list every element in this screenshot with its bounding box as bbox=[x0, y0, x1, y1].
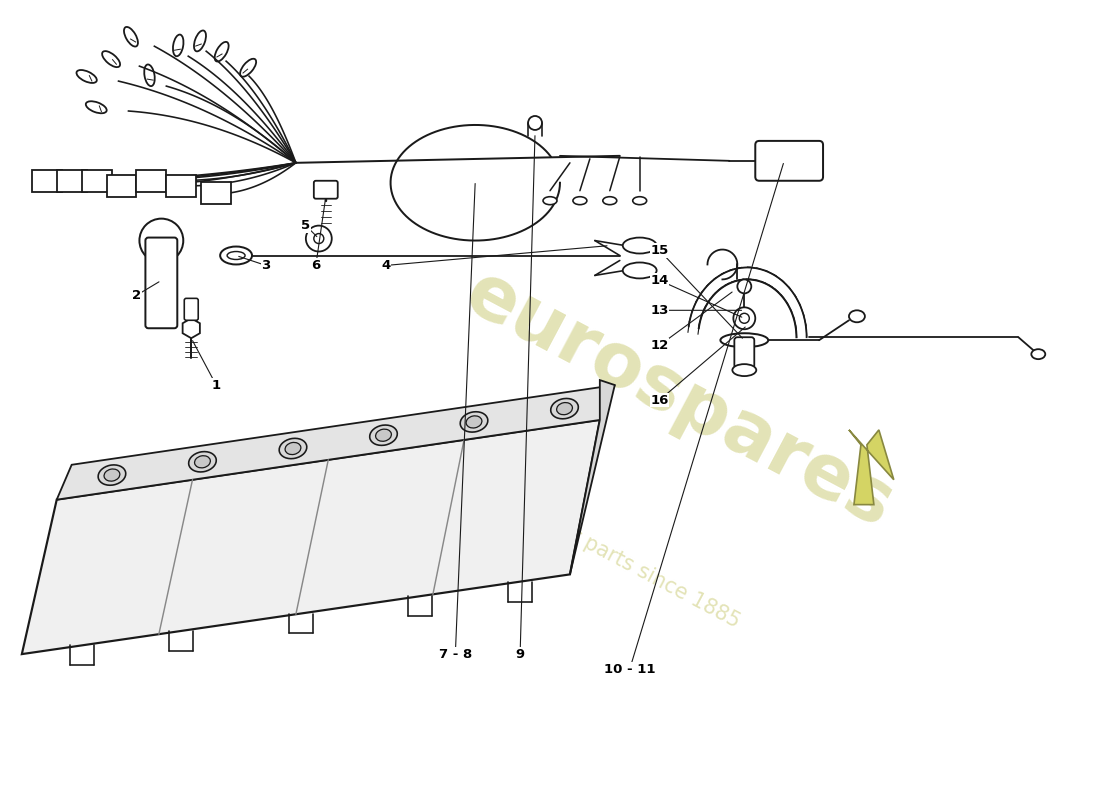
Text: 1: 1 bbox=[211, 378, 221, 391]
FancyBboxPatch shape bbox=[201, 182, 231, 204]
Ellipse shape bbox=[557, 402, 572, 414]
Text: eurospares: eurospares bbox=[453, 257, 906, 543]
Circle shape bbox=[314, 234, 323, 243]
Text: 5: 5 bbox=[301, 219, 310, 232]
Ellipse shape bbox=[720, 334, 768, 347]
Ellipse shape bbox=[227, 251, 245, 259]
Circle shape bbox=[739, 314, 749, 323]
Ellipse shape bbox=[551, 398, 579, 419]
Ellipse shape bbox=[104, 469, 120, 481]
Circle shape bbox=[734, 307, 756, 330]
Polygon shape bbox=[183, 318, 200, 338]
FancyBboxPatch shape bbox=[166, 174, 196, 197]
Ellipse shape bbox=[466, 416, 482, 428]
Polygon shape bbox=[849, 430, 894, 505]
Text: 16: 16 bbox=[650, 394, 669, 406]
FancyBboxPatch shape bbox=[185, 298, 198, 320]
FancyBboxPatch shape bbox=[81, 170, 111, 192]
FancyBboxPatch shape bbox=[735, 338, 755, 368]
Text: a passion for parts since 1885: a passion for parts since 1885 bbox=[456, 466, 744, 632]
Polygon shape bbox=[570, 380, 615, 574]
FancyBboxPatch shape bbox=[136, 170, 166, 192]
Text: 9: 9 bbox=[516, 648, 525, 661]
Ellipse shape bbox=[194, 30, 206, 51]
Ellipse shape bbox=[77, 70, 97, 83]
FancyBboxPatch shape bbox=[145, 238, 177, 328]
Ellipse shape bbox=[603, 197, 617, 205]
Ellipse shape bbox=[623, 238, 657, 254]
FancyBboxPatch shape bbox=[57, 170, 87, 192]
Ellipse shape bbox=[195, 456, 210, 468]
Ellipse shape bbox=[573, 197, 587, 205]
Ellipse shape bbox=[173, 34, 184, 56]
Ellipse shape bbox=[240, 58, 256, 77]
Text: 13: 13 bbox=[650, 304, 669, 317]
Ellipse shape bbox=[733, 364, 757, 376]
Text: 10 - 11: 10 - 11 bbox=[604, 662, 656, 675]
Ellipse shape bbox=[214, 42, 229, 62]
Ellipse shape bbox=[220, 246, 252, 265]
Text: 6: 6 bbox=[311, 259, 320, 272]
Ellipse shape bbox=[98, 465, 125, 486]
Text: 14: 14 bbox=[650, 274, 669, 287]
Ellipse shape bbox=[632, 197, 647, 205]
FancyBboxPatch shape bbox=[32, 170, 62, 192]
Ellipse shape bbox=[285, 442, 301, 454]
FancyBboxPatch shape bbox=[314, 181, 338, 198]
Ellipse shape bbox=[189, 452, 217, 472]
Ellipse shape bbox=[144, 65, 155, 86]
Text: 15: 15 bbox=[650, 244, 669, 257]
Ellipse shape bbox=[370, 425, 397, 446]
Ellipse shape bbox=[849, 310, 865, 322]
Ellipse shape bbox=[124, 27, 138, 46]
Text: 3: 3 bbox=[262, 259, 271, 272]
Text: 2: 2 bbox=[132, 289, 141, 302]
Ellipse shape bbox=[1032, 349, 1045, 359]
Ellipse shape bbox=[279, 438, 307, 458]
FancyBboxPatch shape bbox=[107, 174, 136, 197]
Text: 12: 12 bbox=[650, 338, 669, 352]
Ellipse shape bbox=[102, 51, 120, 67]
Ellipse shape bbox=[375, 429, 392, 442]
Circle shape bbox=[306, 226, 332, 251]
Circle shape bbox=[140, 218, 184, 262]
Ellipse shape bbox=[623, 262, 657, 278]
Text: 4: 4 bbox=[381, 259, 390, 272]
Text: 7 - 8: 7 - 8 bbox=[439, 648, 472, 661]
Ellipse shape bbox=[460, 412, 487, 432]
Polygon shape bbox=[22, 420, 600, 654]
Circle shape bbox=[528, 116, 542, 130]
Circle shape bbox=[737, 279, 751, 294]
Polygon shape bbox=[57, 385, 615, 500]
FancyBboxPatch shape bbox=[756, 141, 823, 181]
Ellipse shape bbox=[543, 197, 557, 205]
Ellipse shape bbox=[86, 102, 107, 114]
